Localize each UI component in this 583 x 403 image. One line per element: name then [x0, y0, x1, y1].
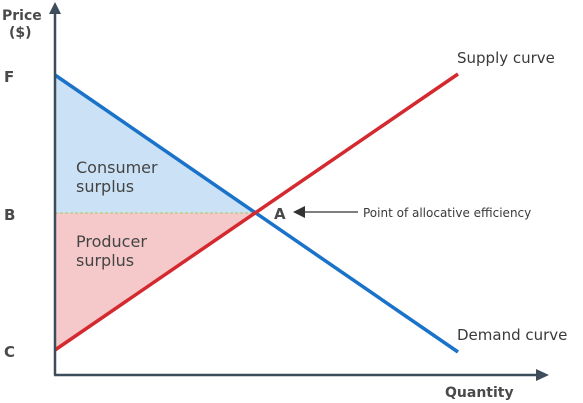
y-axis-arrow-icon	[49, 2, 61, 14]
tick-label-b: B	[4, 206, 15, 224]
tick-label-c: C	[4, 343, 15, 361]
producer-surplus-label-2: surplus	[76, 251, 134, 270]
annotation-arrow-icon	[293, 206, 305, 218]
consumer-surplus-label: Consumer	[76, 158, 158, 177]
supply-curve	[54, 72, 459, 352]
equilibrium-point-label: A	[274, 205, 286, 223]
y-axis-label: Price	[2, 8, 42, 24]
demand-curve-label: Demand curve	[457, 326, 567, 344]
allocative-efficiency-annotation: Point of allocative efficiency	[363, 206, 531, 220]
producer-surplus-label: Producer	[76, 232, 147, 251]
x-axis-label: Quantity	[445, 385, 514, 401]
supply-curve-label: Supply curve	[457, 49, 555, 67]
tick-label-f: F	[4, 68, 14, 86]
y-axis-unit: ($)	[9, 25, 32, 41]
consumer-surplus-label-2: surplus	[76, 177, 134, 196]
x-axis-arrow-icon	[536, 369, 549, 381]
